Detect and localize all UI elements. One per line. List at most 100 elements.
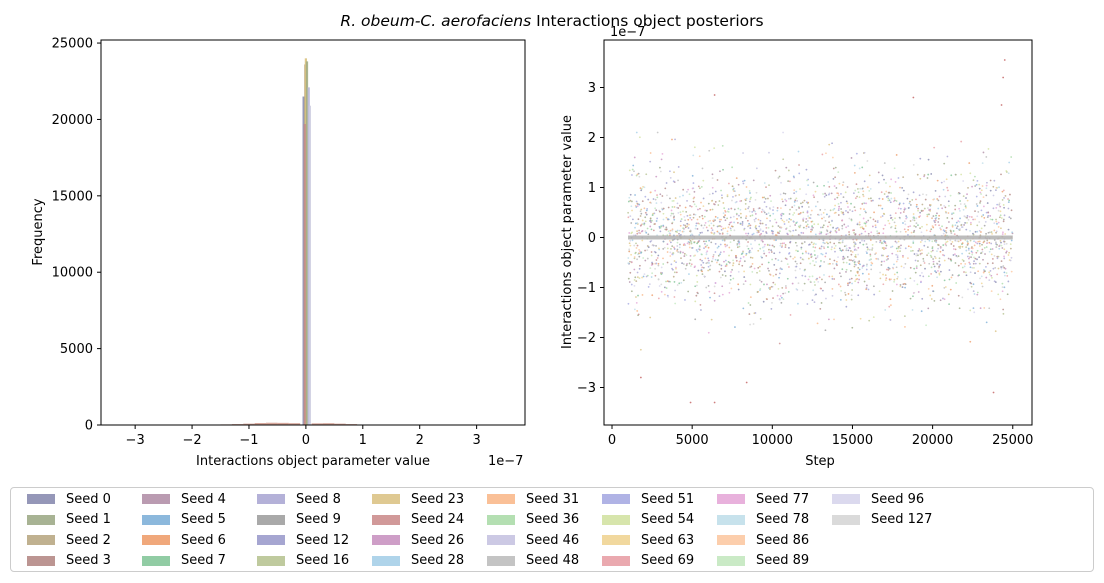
trace-point	[745, 252, 748, 255]
trace-point	[787, 180, 790, 183]
trace-point	[669, 232, 672, 235]
trace-point	[701, 270, 703, 273]
trace-point	[903, 220, 906, 223]
trace-point	[670, 212, 673, 215]
trace-point	[813, 264, 816, 267]
trace-point	[709, 219, 712, 222]
legend-swatch	[602, 535, 630, 545]
trace-point	[795, 190, 798, 193]
trace-point	[674, 197, 677, 199]
trace-point	[765, 254, 768, 257]
trace-point	[849, 247, 851, 250]
trace-point	[973, 293, 976, 295]
trace-point	[720, 218, 722, 221]
trace-point	[897, 207, 900, 210]
trace-point	[749, 192, 751, 194]
trace-point	[855, 256, 857, 258]
trace-point	[805, 221, 807, 223]
trace-point	[779, 244, 782, 247]
trace-point	[685, 210, 688, 213]
trace-point	[697, 269, 700, 272]
trace-point	[882, 212, 885, 215]
trace-point	[848, 263, 851, 265]
trace-point	[745, 197, 748, 200]
trace-point	[788, 252, 790, 255]
trace-point	[679, 213, 682, 216]
trace-point	[649, 152, 652, 154]
trace-point	[824, 192, 827, 195]
trace-point	[806, 211, 809, 214]
trace-point	[696, 250, 699, 253]
trace-point	[938, 265, 941, 268]
trace-point	[930, 273, 933, 275]
trace-point	[633, 256, 636, 258]
trace-point	[801, 289, 804, 292]
trace-point	[912, 96, 915, 99]
trace-point	[771, 232, 774, 235]
trace-point	[628, 248, 631, 251]
trace-point	[867, 288, 870, 291]
trace-point	[788, 197, 790, 200]
trace-point	[688, 273, 690, 275]
trace-point	[813, 294, 816, 297]
trace-point	[839, 249, 842, 251]
trace-point	[630, 261, 633, 263]
trace-point	[976, 215, 979, 218]
trace-point	[724, 227, 727, 230]
trace-point	[789, 197, 792, 200]
trace-point	[990, 242, 993, 245]
trace-point	[1002, 220, 1005, 223]
trace-point	[814, 243, 817, 246]
trace-point	[757, 231, 760, 234]
trace-point	[657, 264, 660, 267]
trace-point	[920, 209, 923, 212]
trace-point	[936, 262, 938, 265]
trace-point	[820, 245, 823, 248]
trace-point	[833, 207, 836, 210]
trace-point	[850, 277, 853, 280]
trace-point	[817, 280, 820, 283]
trace-point	[643, 273, 646, 276]
trace-point	[765, 186, 767, 189]
trace-point	[969, 255, 971, 258]
trace-point	[815, 261, 817, 263]
trace-point	[891, 245, 894, 248]
trace-point	[917, 249, 920, 252]
trace-point	[960, 173, 963, 176]
trace-point	[895, 241, 898, 244]
trace-point	[986, 181, 988, 184]
trace-point	[859, 317, 862, 320]
trace-point	[629, 193, 632, 196]
trace-point	[949, 288, 952, 291]
trace-point	[755, 167, 758, 170]
trace-point	[705, 251, 708, 254]
trace-point	[718, 218, 721, 221]
trace-point	[657, 247, 660, 250]
trace-point	[633, 279, 636, 281]
trace-point	[825, 252, 827, 255]
trace-point	[883, 178, 885, 181]
legend-label: Seed 4	[181, 491, 226, 507]
trace-point	[973, 244, 976, 247]
trace-point	[976, 293, 979, 296]
trace-point	[704, 242, 706, 245]
trace-point	[923, 244, 926, 247]
trace-point	[713, 94, 716, 96]
trace-point	[717, 259, 719, 261]
trace-point	[701, 214, 704, 217]
trace-point	[845, 226, 848, 229]
trace-point	[728, 223, 731, 226]
trace-point	[844, 291, 846, 294]
trace-point	[763, 283, 765, 286]
trace-point	[744, 280, 747, 283]
trace-point	[818, 232, 821, 235]
trace-point	[633, 257, 636, 260]
trace-point	[742, 152, 744, 154]
trace-point	[817, 223, 820, 226]
trace-point	[899, 247, 902, 250]
trace-point	[785, 285, 787, 287]
histogram-tail-bar	[288, 423, 301, 425]
trace-point	[678, 282, 681, 285]
trace-point	[640, 230, 643, 233]
trace-point	[634, 251, 637, 254]
